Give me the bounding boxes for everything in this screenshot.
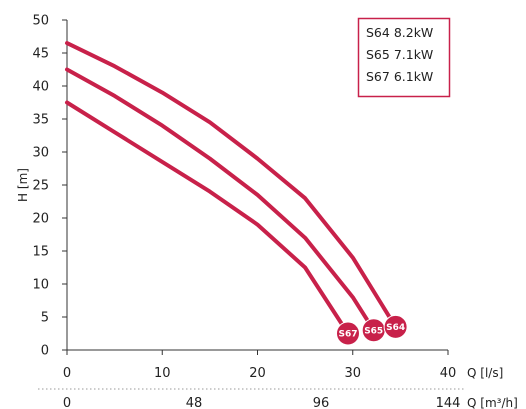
y-tick-label: 0 (41, 344, 49, 359)
x-tick-label: 20 (249, 366, 266, 381)
x2-axis-label: Q [m³/h] (467, 396, 518, 409)
y-tick-label: 30 (32, 146, 49, 161)
x2-tick-label: 0 (63, 396, 71, 409)
y-tick-label: 25 (32, 179, 49, 194)
axes: 0 5 10 15 20 25 30 35 40 45 50 0 10 20 30 40 Q [l/s] 0 48 9… (16, 14, 518, 409)
series-end-badge-label: S67 (338, 330, 357, 340)
y-axis-label: H [m] (16, 168, 30, 202)
series-end-badge (383, 314, 408, 339)
y-tick-label: 35 (32, 113, 49, 128)
legend-box (357, 17, 451, 98)
legend-entry: S67 6.1kW (366, 69, 433, 84)
x-tick-label: 30 (344, 366, 361, 381)
series-end-badge-label: S64 (386, 323, 405, 333)
legend-entry: S65 7.1kW (366, 47, 433, 62)
series-end-badge (335, 321, 360, 346)
y-tick-label: 50 (32, 14, 49, 29)
y-tick-label: 15 (32, 245, 49, 260)
series-end-badge-label: S65 (364, 326, 383, 336)
y-tick-label: 40 (32, 80, 49, 95)
legend: S64 8.2kW S65 7.1kW S67 6.1kW (357, 17, 451, 98)
x-tick-label: 10 (154, 366, 171, 381)
x2-tick-label: 48 (186, 396, 203, 409)
x-tick-label: 0 (63, 366, 71, 381)
series-lines (65, 41, 398, 336)
y-tick-label: 20 (32, 212, 49, 227)
y-tick-label: 10 (32, 278, 49, 293)
legend-entry: S64 8.2kW (366, 25, 433, 40)
series-badges: S67 S65 S64 (335, 314, 408, 346)
x2-tick-label: 96 (313, 396, 330, 409)
y-tick-label: 45 (32, 47, 49, 62)
x-tick-label: 40 (440, 366, 457, 381)
x-axis-label: Q [l/s] (467, 366, 503, 380)
series-line (65, 67, 376, 333)
x2-tick-label: 144 (436, 396, 461, 409)
series-line (65, 100, 350, 336)
series-line (65, 41, 398, 329)
y-tick-label: 5 (41, 311, 49, 326)
